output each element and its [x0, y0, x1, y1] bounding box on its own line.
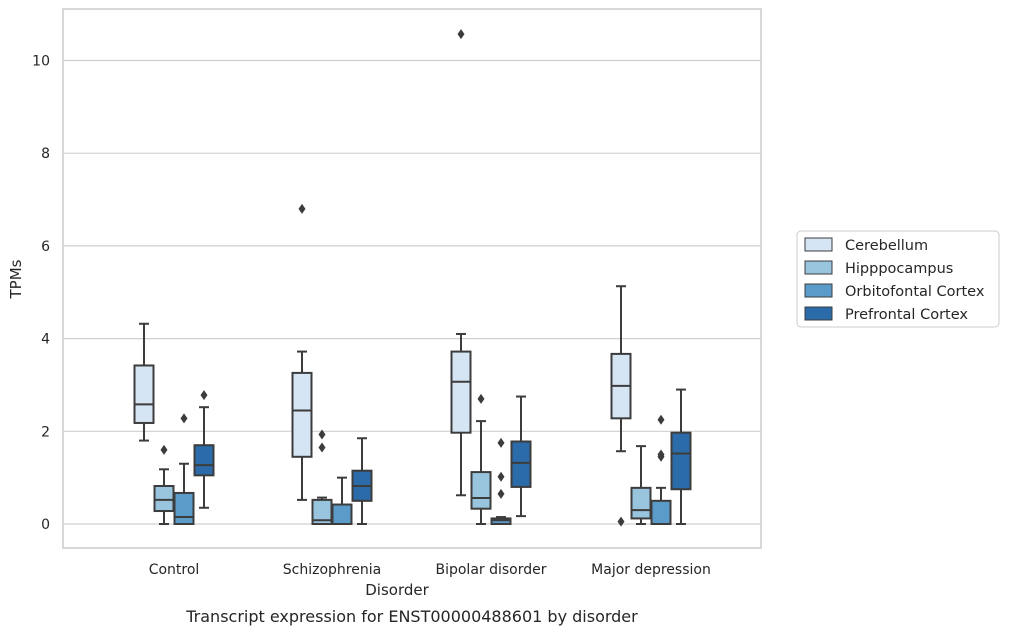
legend-frame [796, 230, 1000, 328]
legend-label: Orbitofontal Cortex [845, 284, 985, 300]
box-iqr [450, 350, 472, 434]
y-axis-ticks: 0 2 4 6 8 10 [32, 54, 50, 534]
outlier-point [657, 414, 665, 425]
box-cerebellum [291, 203, 313, 501]
y-tick-label: 10 [32, 54, 50, 70]
outlier-point [298, 203, 306, 214]
legend-swatch [804, 260, 833, 275]
legend-label: Prefrontal Cortex [845, 307, 968, 323]
box-hipppocampus [630, 445, 652, 525]
box-iqr [331, 503, 353, 525]
outlier-point [318, 429, 326, 440]
x-tick-label: Bipolar disorder [435, 562, 546, 578]
box-prefrontal-cortex [193, 390, 215, 509]
legend: Cerebellum Hipppocampus Orbitofontal Corte… [796, 230, 1000, 328]
box-orbitofontal-cortex [490, 437, 512, 525]
box-iqr [153, 484, 175, 513]
y-tick-label: 8 [41, 146, 50, 162]
box-iqr [173, 491, 195, 525]
box-iqr [193, 444, 215, 477]
box-iqr [470, 471, 492, 510]
box-cerebellum [610, 285, 632, 527]
box-cerebellum [133, 322, 155, 442]
legend-swatch [804, 283, 833, 298]
box-iqr [630, 486, 652, 520]
box-hipppocampus [153, 444, 175, 525]
outlier-point [160, 444, 168, 455]
legend-swatch [804, 237, 833, 252]
box-prefrontal-cortex [351, 437, 373, 525]
x-axis-label: Disorder [365, 581, 429, 599]
legend-label: Hipppocampus [845, 261, 953, 277]
box-iqr [510, 440, 532, 488]
y-tick-label: 0 [41, 517, 50, 533]
box-hipppocampus [311, 429, 333, 526]
outlier-point [497, 488, 505, 499]
chart-caption: Transcript expression for ENST0000048860… [185, 607, 638, 626]
box-iqr [650, 499, 672, 526]
box-plot-groups [133, 29, 692, 527]
outlier-point [497, 437, 505, 448]
x-axis-ticks: Control Schizophrenia Bipolar disorder Majo… [149, 562, 711, 578]
box-iqr [133, 364, 155, 424]
plot-background [63, 9, 761, 548]
plot-frame [62, 8, 762, 549]
outlier-point [318, 442, 326, 453]
box-prefrontal-cortex [670, 388, 692, 525]
legend-label: Cerebellum [845, 238, 928, 254]
outlier-point [617, 516, 625, 527]
y-tick-label: 4 [41, 332, 50, 348]
legend-swatch [804, 306, 833, 321]
box-orbitofontal-cortex [331, 476, 353, 525]
outlier-point [200, 390, 208, 401]
box-iqr [670, 431, 692, 491]
y-tick-label: 2 [41, 424, 50, 440]
box-prefrontal-cortex [510, 395, 532, 518]
box-orbitofontal-cortex [173, 413, 195, 525]
box-hipppocampus [470, 393, 492, 525]
outlier-point [497, 471, 505, 482]
outlier-point [180, 413, 188, 424]
box-cerebellum [450, 29, 472, 497]
outlier-point [657, 451, 665, 462]
box-iqr [291, 371, 313, 458]
y-axis-label: TPMs [7, 259, 25, 299]
outlier-point [457, 29, 465, 40]
box-orbitofontal-cortex [650, 414, 672, 526]
x-tick-label: Major depression [591, 562, 711, 578]
outlier-point [477, 393, 485, 404]
y-tick-label: 6 [41, 239, 50, 255]
x-tick-label: Schizophrenia [283, 562, 381, 578]
x-tick-label: Control [149, 562, 200, 578]
